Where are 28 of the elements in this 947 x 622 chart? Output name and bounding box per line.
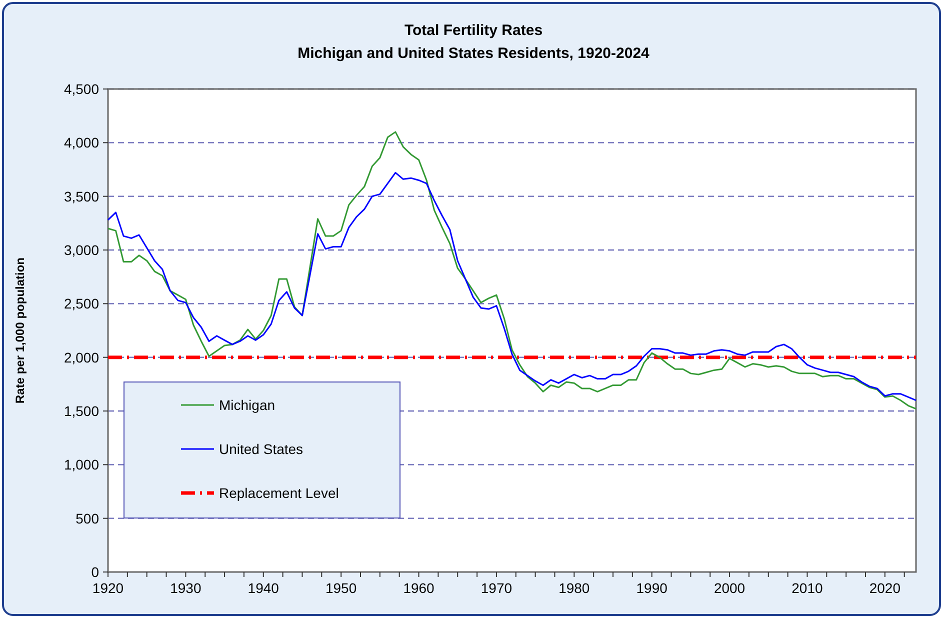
x-tick-label: 1940 bbox=[248, 580, 280, 596]
y-tick-label: 500 bbox=[76, 510, 100, 526]
x-tick-label: 2000 bbox=[714, 580, 746, 596]
y-tick-label: 1,000 bbox=[64, 456, 100, 473]
y-tick-label: 3,500 bbox=[64, 188, 100, 204]
y-tick-label: 0 bbox=[91, 564, 100, 580]
legend-label: Michigan bbox=[219, 397, 276, 413]
x-tick-label: 1960 bbox=[403, 580, 435, 596]
y-tick-label: 2,500 bbox=[64, 296, 100, 312]
line-series bbox=[107, 172, 917, 402]
x-tick-label: 1950 bbox=[326, 580, 357, 596]
x-tick-label: 1930 bbox=[170, 580, 202, 596]
chart-title: Total Fertility Rates bbox=[404, 22, 543, 39]
legend-label: Replacement Level bbox=[219, 485, 339, 501]
x-tick-label: 2010 bbox=[792, 580, 824, 596]
legend-label: United States bbox=[219, 441, 304, 457]
x-tick-label: 1980 bbox=[558, 580, 590, 596]
x-tick-label: 2020 bbox=[869, 580, 901, 596]
y-axis-title: Rate per 1,000 population bbox=[13, 257, 27, 404]
x-tick-label: 1990 bbox=[636, 580, 668, 596]
y-tick-label: 3,000 bbox=[64, 242, 100, 258]
chart-subtitle: Michigan and United States Residents, 1920-2024 bbox=[298, 45, 650, 62]
y-tick-label: 2,000 bbox=[64, 349, 100, 366]
y-tick-label: 4,000 bbox=[64, 134, 100, 151]
y-tick-label: 1,500 bbox=[64, 403, 100, 419]
y-tick-label: 4,500 bbox=[64, 81, 100, 97]
x-tick-label: 1970 bbox=[480, 580, 512, 596]
x-tick-label: 1920 bbox=[92, 580, 124, 596]
